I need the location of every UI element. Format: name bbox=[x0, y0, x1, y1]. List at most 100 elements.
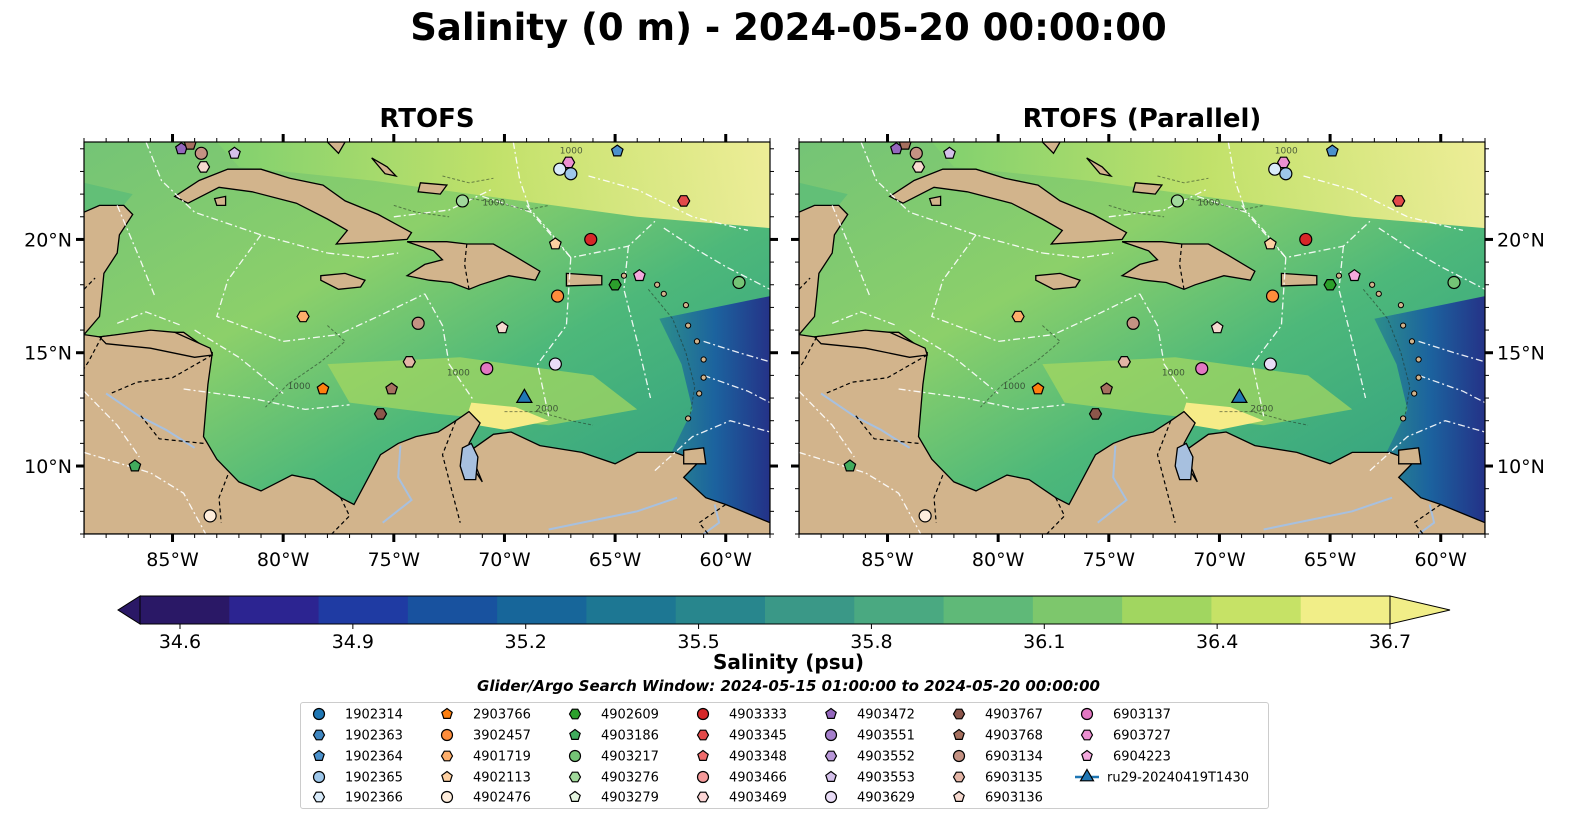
island bbox=[620, 272, 628, 279]
river-line bbox=[1418, 504, 1436, 534]
legend-marker-4903466 bbox=[696, 770, 710, 784]
colorbar-segment bbox=[1122, 596, 1213, 624]
lon-tick-label: 65°W bbox=[1304, 549, 1357, 571]
contour-label: 1000 bbox=[288, 382, 311, 392]
float-marker-4902609 bbox=[608, 279, 622, 291]
map-panel-rtofs[interactable]: 1000 1000 1000 2000 1000 85°W 80°W 75°W 70°W 65°W… bbox=[24, 134, 778, 571]
land-yucatan bbox=[84, 204, 134, 336]
salinity-central-patch bbox=[327, 357, 638, 426]
legend-marker-4903552 bbox=[824, 750, 838, 762]
legend-label: 2903766 bbox=[473, 708, 531, 723]
colorbar-label: Salinity (psu) bbox=[712, 650, 864, 674]
land-puerto-rico bbox=[1280, 272, 1318, 287]
legend-label: 4903276 bbox=[601, 771, 659, 786]
float-marker-ru29-20240419T1430 bbox=[1230, 388, 1248, 403]
float-marker-4903276 bbox=[1170, 194, 1185, 208]
legend-marker-4903348 bbox=[697, 749, 709, 762]
land-central-america bbox=[799, 331, 1485, 534]
float-marker-6903134 bbox=[411, 316, 425, 330]
float-marker-4903767 bbox=[373, 408, 388, 420]
country-border bbox=[698, 504, 727, 534]
legend-marker-6903136 bbox=[953, 790, 965, 803]
land-honduras-north bbox=[813, 329, 929, 358]
contour-label: 1000 bbox=[1162, 368, 1185, 378]
land-cuba bbox=[888, 168, 1128, 245]
country-border bbox=[853, 413, 919, 444]
colorbar-segment bbox=[586, 596, 677, 624]
float-marker-6903134 bbox=[909, 146, 923, 160]
contour-label: 1000 bbox=[1003, 382, 1026, 392]
colorbar-tick-label: 36.1 bbox=[1023, 631, 1065, 650]
float-marker-4903276 bbox=[455, 194, 470, 208]
map-panel-rtofs-parallel[interactable]: 1000 1000 1000 2000 1000 85°W 80°W 75°W 70°W 65°W… bbox=[791, 134, 1545, 571]
land-hispaniola bbox=[1120, 241, 1256, 290]
legend-marker-1902365 bbox=[312, 770, 326, 784]
float-marker-4903217 bbox=[1447, 275, 1461, 290]
legend-label: 1902364 bbox=[345, 750, 403, 765]
legend-marker-3902457 bbox=[440, 728, 454, 742]
eez-boundary bbox=[909, 329, 999, 395]
land-bahamas-2 bbox=[1086, 157, 1113, 178]
lon-tick-label: 70°W bbox=[1193, 549, 1246, 571]
legend: 1902314 1902363 1902364 1902365 1902366 29037… bbox=[300, 702, 1269, 809]
legend-label: 4903552 bbox=[857, 750, 915, 765]
legend-label: 6903137 bbox=[1113, 708, 1171, 723]
float-marker-6903137 bbox=[1195, 361, 1209, 376]
country-border bbox=[799, 277, 811, 290]
eez-boundary bbox=[623, 246, 652, 399]
lat-tick-label: 20°N bbox=[24, 229, 72, 251]
colorbar-tick-label: 34.6 bbox=[159, 631, 201, 650]
eez-boundary bbox=[703, 374, 770, 404]
legend-label: 4903629 bbox=[857, 791, 915, 806]
colorbar-segment bbox=[943, 596, 1034, 624]
bathymetry-contour bbox=[504, 411, 594, 426]
eez-boundary bbox=[1241, 204, 1287, 259]
lon-tick-label: 85°W bbox=[861, 549, 914, 571]
eez-boundary bbox=[860, 142, 1043, 254]
bathymetry-contour bbox=[1186, 198, 1264, 211]
country-border bbox=[825, 354, 928, 395]
legend-label: 4903472 bbox=[857, 708, 915, 723]
land-lake-maracaibo bbox=[1174, 442, 1194, 481]
island bbox=[1397, 302, 1405, 309]
eez-boundary bbox=[84, 451, 207, 534]
salinity-north-band bbox=[931, 142, 1485, 229]
float-marker-1902366 bbox=[1268, 162, 1282, 176]
country-border bbox=[84, 336, 103, 369]
country-border bbox=[110, 354, 213, 395]
lon-tick-label: 80°W bbox=[972, 549, 1025, 571]
island bbox=[696, 390, 703, 397]
contour-label: 1000 bbox=[482, 198, 505, 208]
panel-title-right: RTOFS (Parallel) bbox=[1022, 104, 1262, 134]
legend-marker-1902363 bbox=[312, 729, 326, 741]
legend-label: 4902113 bbox=[473, 771, 531, 786]
legend-label: ru29-20240419T1430 bbox=[1107, 771, 1249, 786]
salinity-north-band bbox=[216, 142, 770, 229]
float-marker-4902609 bbox=[1323, 279, 1337, 291]
land-cuba bbox=[173, 168, 413, 245]
country-border bbox=[1178, 243, 1185, 290]
lon-tick-label: 80°W bbox=[257, 549, 310, 571]
legend-label: 1902363 bbox=[345, 729, 403, 744]
search-window-text: Glider/Argo Search Window: 2024-05-15 01… bbox=[477, 677, 1100, 695]
legend-marker-6903135 bbox=[952, 771, 966, 783]
float-marker-4903553 bbox=[228, 146, 241, 159]
bathymetry-contour bbox=[1219, 411, 1309, 426]
lon-tick-label: 75°W bbox=[1083, 549, 1136, 571]
legend-label: 6903135 bbox=[985, 771, 1043, 786]
legend-marker-4903768 bbox=[953, 728, 965, 741]
float-marker-4903768 bbox=[1100, 382, 1114, 395]
eez-boundary bbox=[1338, 246, 1367, 399]
legend-marker-6903727 bbox=[1080, 729, 1094, 741]
eez-boundary bbox=[663, 227, 770, 290]
legend-label: 4903186 bbox=[601, 729, 659, 744]
legend-marker-4903279 bbox=[569, 790, 581, 803]
legend-label: 4903333 bbox=[729, 708, 787, 723]
eez-boundary bbox=[931, 234, 999, 343]
legend-label: 4903553 bbox=[857, 771, 915, 786]
eez-boundary bbox=[183, 388, 350, 411]
legend-marker-4903186 bbox=[569, 728, 581, 741]
legend-marker-4903472 bbox=[825, 707, 837, 719]
lon-tick-label: 70°W bbox=[478, 549, 531, 571]
land-yucatan bbox=[799, 204, 849, 336]
